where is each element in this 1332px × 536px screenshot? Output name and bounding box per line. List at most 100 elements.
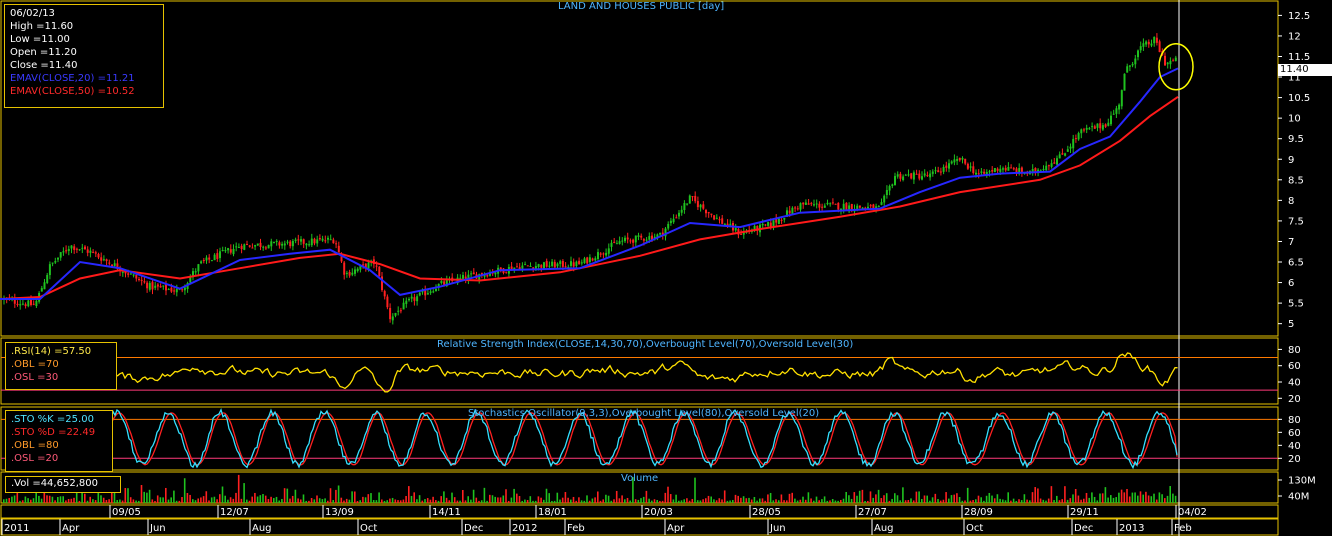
candle-body [599, 253, 602, 255]
volume-bar [321, 499, 324, 503]
volume-bar [1107, 497, 1109, 503]
candle-body [1101, 125, 1104, 130]
date-label-lower: Oct [966, 523, 983, 534]
volume-bar [656, 499, 658, 503]
candle-body [591, 258, 594, 261]
volume-bar [1004, 500, 1007, 503]
candle-body [883, 195, 886, 203]
volume-bar [154, 500, 156, 503]
volume-bar [219, 494, 221, 503]
price-tick-label: 7.5 [1288, 216, 1304, 227]
candle-body [100, 257, 103, 261]
volume-bar [370, 493, 372, 503]
volume-bar [119, 499, 121, 503]
candle-body [337, 245, 340, 253]
volume-bar [59, 496, 62, 503]
volume-bar [3, 499, 5, 503]
volume-bar [505, 489, 507, 503]
candle-body [470, 273, 473, 275]
volume-bar [726, 500, 729, 503]
candle-body [1112, 113, 1115, 115]
candle-body [953, 159, 956, 163]
candle-body [831, 202, 834, 204]
volume-bar [486, 500, 488, 503]
candle-body [227, 248, 230, 251]
volume-bar [459, 500, 461, 503]
candle-body [205, 257, 208, 261]
volume-bar [750, 499, 753, 503]
volume-bar [421, 500, 424, 503]
volume-bar [270, 496, 272, 503]
candle-body [894, 176, 896, 186]
volume-bar [1096, 500, 1099, 503]
volume-bar [578, 497, 580, 503]
volume-bar [462, 490, 464, 503]
volume-bar [705, 498, 707, 503]
candle-body [154, 285, 157, 288]
volume-bar [772, 500, 775, 503]
candle-body [842, 203, 845, 210]
candle-body [94, 252, 97, 254]
candle-body [556, 263, 559, 267]
volume-bar [794, 498, 796, 503]
candle-body [985, 171, 988, 175]
candle-body [305, 243, 308, 246]
volume-bar [891, 498, 893, 503]
info-sto-d: .STO %D =22.49 [11, 427, 96, 438]
volume-bar [146, 492, 148, 503]
candle-body [208, 257, 211, 260]
volume-bar [1134, 492, 1136, 503]
sto-d-line [104, 412, 1178, 466]
volume-bar [399, 500, 402, 503]
candle-body [775, 218, 778, 223]
candle-body [818, 203, 821, 208]
candle-body [232, 248, 235, 255]
volume-bar [132, 499, 135, 503]
candle-body [1061, 153, 1064, 155]
candle-body [586, 257, 589, 264]
candle-body [907, 174, 910, 176]
candle-body [529, 265, 532, 267]
volume-bar [637, 499, 640, 503]
volume-bar [570, 499, 572, 503]
volume-bar [1083, 498, 1085, 503]
info-low: Low =11.00 [10, 34, 70, 45]
candle-body [386, 296, 389, 308]
candle-body [1085, 127, 1088, 130]
candle-body [1093, 126, 1096, 129]
volume-bar [572, 496, 575, 503]
candle-body [848, 205, 851, 212]
candle-body [648, 236, 651, 240]
volume-bar [718, 498, 721, 503]
axes: 5 5.5 6 6.5 7 7.5 8 8.5 9 9.5 10 10.5 11 11.5 12 12.5 20… [1, 11, 1316, 535]
volume-bar [1166, 495, 1169, 503]
volume-bar [413, 492, 415, 503]
candle-body [437, 283, 440, 288]
candle-body [931, 171, 934, 174]
volume-bar [931, 497, 934, 503]
volume-bar [426, 498, 429, 503]
candle-body [1039, 170, 1042, 172]
volume-bar [802, 496, 804, 503]
date-label-lower: Apr [667, 523, 685, 534]
candle-body [16, 303, 19, 305]
candle-body [942, 166, 945, 172]
candle-body [645, 239, 648, 241]
candle-body [626, 237, 629, 240]
volume-bar [742, 496, 745, 503]
candle-body [559, 261, 562, 264]
volume-bar [837, 500, 839, 503]
candle-body [891, 184, 894, 186]
volume-bar [848, 495, 850, 503]
volume-bar [896, 495, 899, 503]
volume-bar [966, 487, 969, 503]
candle-body [48, 264, 51, 276]
volume-bar [1037, 488, 1039, 503]
candle-body [67, 249, 70, 251]
volume-bar [283, 488, 286, 503]
volume-bar [254, 492, 256, 503]
candle-body [1123, 73, 1126, 91]
candle-body [235, 246, 238, 248]
volume-bar [1039, 498, 1042, 503]
volume-bar [1056, 495, 1058, 503]
